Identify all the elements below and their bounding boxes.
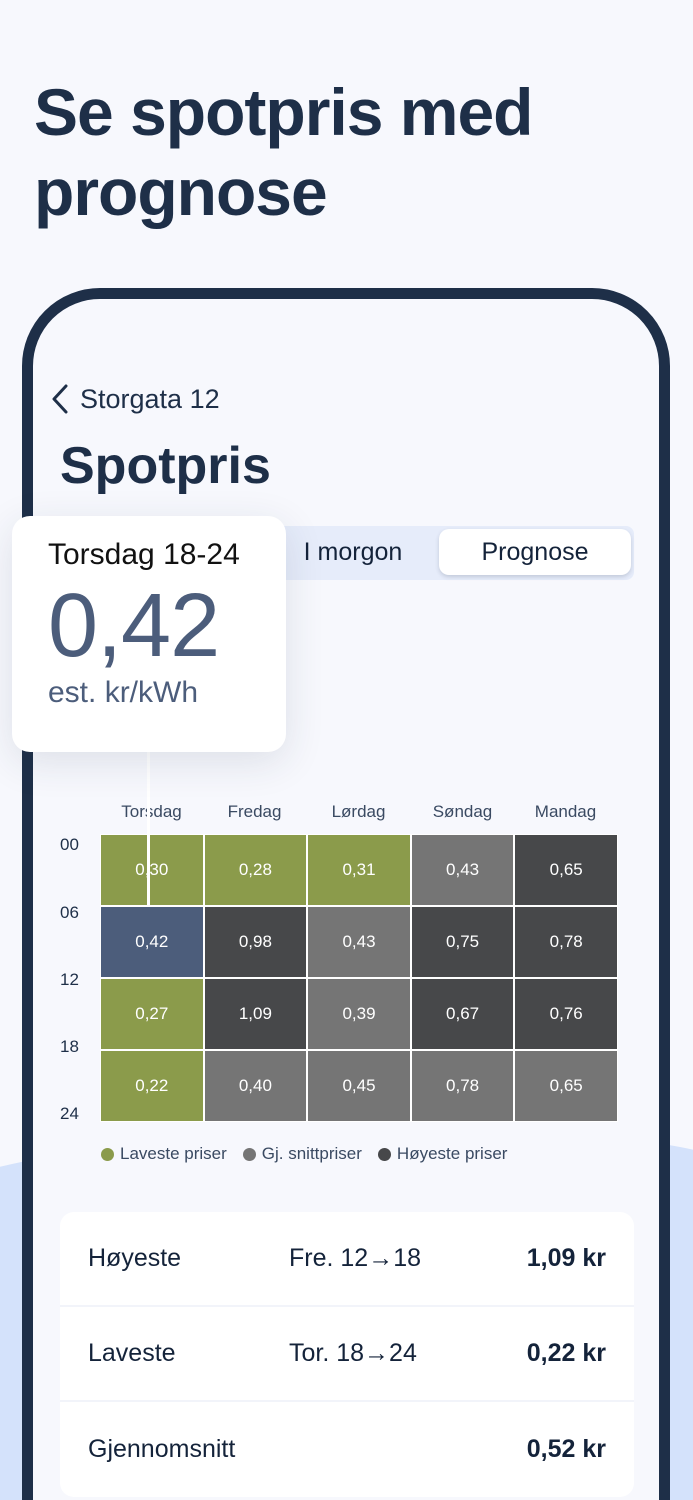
heatmap-cell[interactable]: 0,40 <box>204 1051 307 1121</box>
column-header-torsdag: Torsdag <box>121 802 182 821</box>
summary-label: Laveste <box>88 1339 176 1367</box>
heatmap-cell[interactable]: 0,31 <box>308 835 410 905</box>
heatmap-cell[interactable]: 0,98 <box>204 907 307 977</box>
legend-item-high: Høyeste priser <box>377 1144 508 1164</box>
legend-label: Gj. snittpriser <box>261 1144 362 1163</box>
page-title: Spotpris <box>60 437 271 495</box>
summary-value: 1,09 kr <box>526 1244 606 1272</box>
heatmap-cell[interactable]: 0,39 <box>308 979 410 1049</box>
heatmap-cell[interactable]: 0,27 <box>101 979 203 1049</box>
tooltip-value: 0,42 <box>48 576 220 676</box>
column-header-mandag: Mandag <box>534 802 597 821</box>
heatmap-cell[interactable]: 0,67 <box>411 979 514 1049</box>
legend-dot-high-icon <box>377 1147 391 1161</box>
heatmap-cell[interactable]: 0,43 <box>411 835 514 905</box>
heatmap-cell[interactable]: 0,78 <box>515 907 617 977</box>
heatmap-cell[interactable]: 0,65 <box>515 835 617 905</box>
summary-period: Fre. 12→18 <box>289 1244 422 1272</box>
segmented-control: I morgon Prognose <box>268 526 634 580</box>
summary-label: Høyeste <box>88 1244 182 1272</box>
row-tick-24: 24 <box>60 1104 79 1123</box>
column-header-fredag: Fredag <box>227 802 282 821</box>
heatmap-cell[interactable]: 0,78 <box>411 1051 514 1121</box>
tab-i-morgon[interactable]: I morgon <box>303 537 403 566</box>
back-label: Storgata 12 <box>80 383 220 414</box>
heatmap-cell[interactable]: 0,65 <box>515 1051 617 1121</box>
heatmap-cell[interactable]: 0,28 <box>204 835 307 905</box>
legend-item-avg: Gj. snittpriser <box>242 1144 362 1164</box>
summary-row-lowest: Laveste Tor. 18→24 0,22 kr <box>60 1307 634 1402</box>
heatmap-cell[interactable]: 0,22 <box>101 1051 203 1121</box>
marketing-headline: Se spotpris med prognose <box>34 75 533 229</box>
column-header-lordag: Lørdag <box>331 802 386 821</box>
chevron-left-icon <box>52 384 68 414</box>
heatmap-cell[interactable]: 0,45 <box>308 1051 410 1121</box>
column-header-sondag: Søndag <box>432 802 493 821</box>
heatmap-cell-selected[interactable]: 0,42 <box>101 907 203 977</box>
legend-item-low: Laveste priser <box>101 1144 227 1164</box>
row-tick-00: 00 <box>60 835 79 854</box>
summary-period: Tor. 18→24 <box>289 1339 417 1367</box>
heatmap-cell[interactable]: 0,30 <box>101 835 203 905</box>
summary-label: Gjennomsnitt <box>88 1435 236 1463</box>
summary-value: 0,52 kr <box>526 1435 606 1463</box>
back-button[interactable]: Storgata 12 <box>50 383 220 415</box>
heatmap-cell[interactable]: 0,75 <box>411 907 514 977</box>
chart-cursor-line[interactable] <box>147 752 150 906</box>
price-heatmap: 0,30 0,28 0,31 0,43 0,65 0,42 0,98 0,43 … <box>100 834 618 1122</box>
price-summary-card: Høyeste Fre. 12→18 1,09 kr Laveste Tor. … <box>60 1212 634 1497</box>
tab-prognose[interactable]: Prognose <box>439 529 631 575</box>
heatmap-cell[interactable]: 0,43 <box>308 907 410 977</box>
heatmap-cell[interactable]: 0,76 <box>515 979 617 1049</box>
tooltip-unit: est. kr/kWh <box>48 676 199 709</box>
legend-dot-avg-icon <box>242 1147 256 1161</box>
price-tooltip: Torsdag 18-24 0,42 est. kr/kWh <box>12 516 286 752</box>
chart-legend: Laveste priser Gj. snittpriser Høyeste p… <box>101 1144 507 1164</box>
summary-row-average: Gjennomsnitt 0,52 kr <box>60 1402 634 1497</box>
row-tick-06: 06 <box>60 903 79 922</box>
legend-label: Laveste priser <box>120 1144 227 1163</box>
row-tick-12: 12 <box>60 970 79 989</box>
tooltip-title: Torsdag 18-24 <box>48 538 240 571</box>
heatmap-cell[interactable]: 1,09 <box>204 979 307 1049</box>
row-tick-18: 18 <box>60 1037 79 1056</box>
legend-label: Høyeste priser <box>396 1144 508 1163</box>
summary-value: 0,22 kr <box>526 1339 606 1367</box>
legend-dot-low-icon <box>101 1147 114 1161</box>
summary-row-highest: Høyeste Fre. 12→18 1,09 kr <box>60 1212 634 1307</box>
